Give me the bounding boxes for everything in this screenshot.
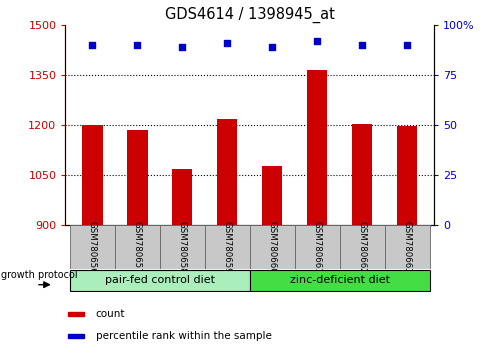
Bar <box>249 270 429 291</box>
Bar <box>115 225 160 269</box>
Point <box>358 42 365 48</box>
Text: GSM780662: GSM780662 <box>357 221 366 273</box>
Bar <box>306 70 327 225</box>
Bar <box>204 225 249 269</box>
Point <box>178 44 186 50</box>
Text: GSM780657: GSM780657 <box>133 221 142 273</box>
Text: growth protocol: growth protocol <box>1 270 78 280</box>
Text: GSM780663: GSM780663 <box>402 221 411 273</box>
Point <box>402 42 410 48</box>
Title: GDS4614 / 1398945_at: GDS4614 / 1398945_at <box>165 7 334 23</box>
Text: GSM780660: GSM780660 <box>267 221 276 273</box>
Text: GSM780656: GSM780656 <box>88 221 97 273</box>
Text: zinc-deficient diet: zinc-deficient diet <box>289 275 389 285</box>
Bar <box>217 119 237 225</box>
Point <box>133 42 141 48</box>
Bar <box>172 169 192 225</box>
Text: count: count <box>95 309 125 319</box>
Point <box>268 44 275 50</box>
Text: percentile rank within the sample: percentile rank within the sample <box>95 331 271 341</box>
Text: pair-fed control diet: pair-fed control diet <box>105 275 214 285</box>
Bar <box>68 334 83 338</box>
Bar <box>249 225 294 269</box>
Bar <box>68 312 83 316</box>
Text: GSM780659: GSM780659 <box>222 221 231 273</box>
Bar <box>384 225 429 269</box>
Point <box>313 38 320 44</box>
Bar <box>351 124 372 225</box>
Bar <box>160 225 204 269</box>
Text: GSM780658: GSM780658 <box>178 221 186 273</box>
Bar <box>82 125 102 225</box>
Point <box>89 42 96 48</box>
Point <box>223 40 231 46</box>
Bar <box>396 126 416 225</box>
Bar <box>70 225 115 269</box>
Bar <box>127 130 147 225</box>
Bar <box>294 225 339 269</box>
Bar <box>339 225 384 269</box>
Bar <box>70 270 249 291</box>
Text: GSM780661: GSM780661 <box>312 221 321 273</box>
Bar <box>261 166 282 225</box>
